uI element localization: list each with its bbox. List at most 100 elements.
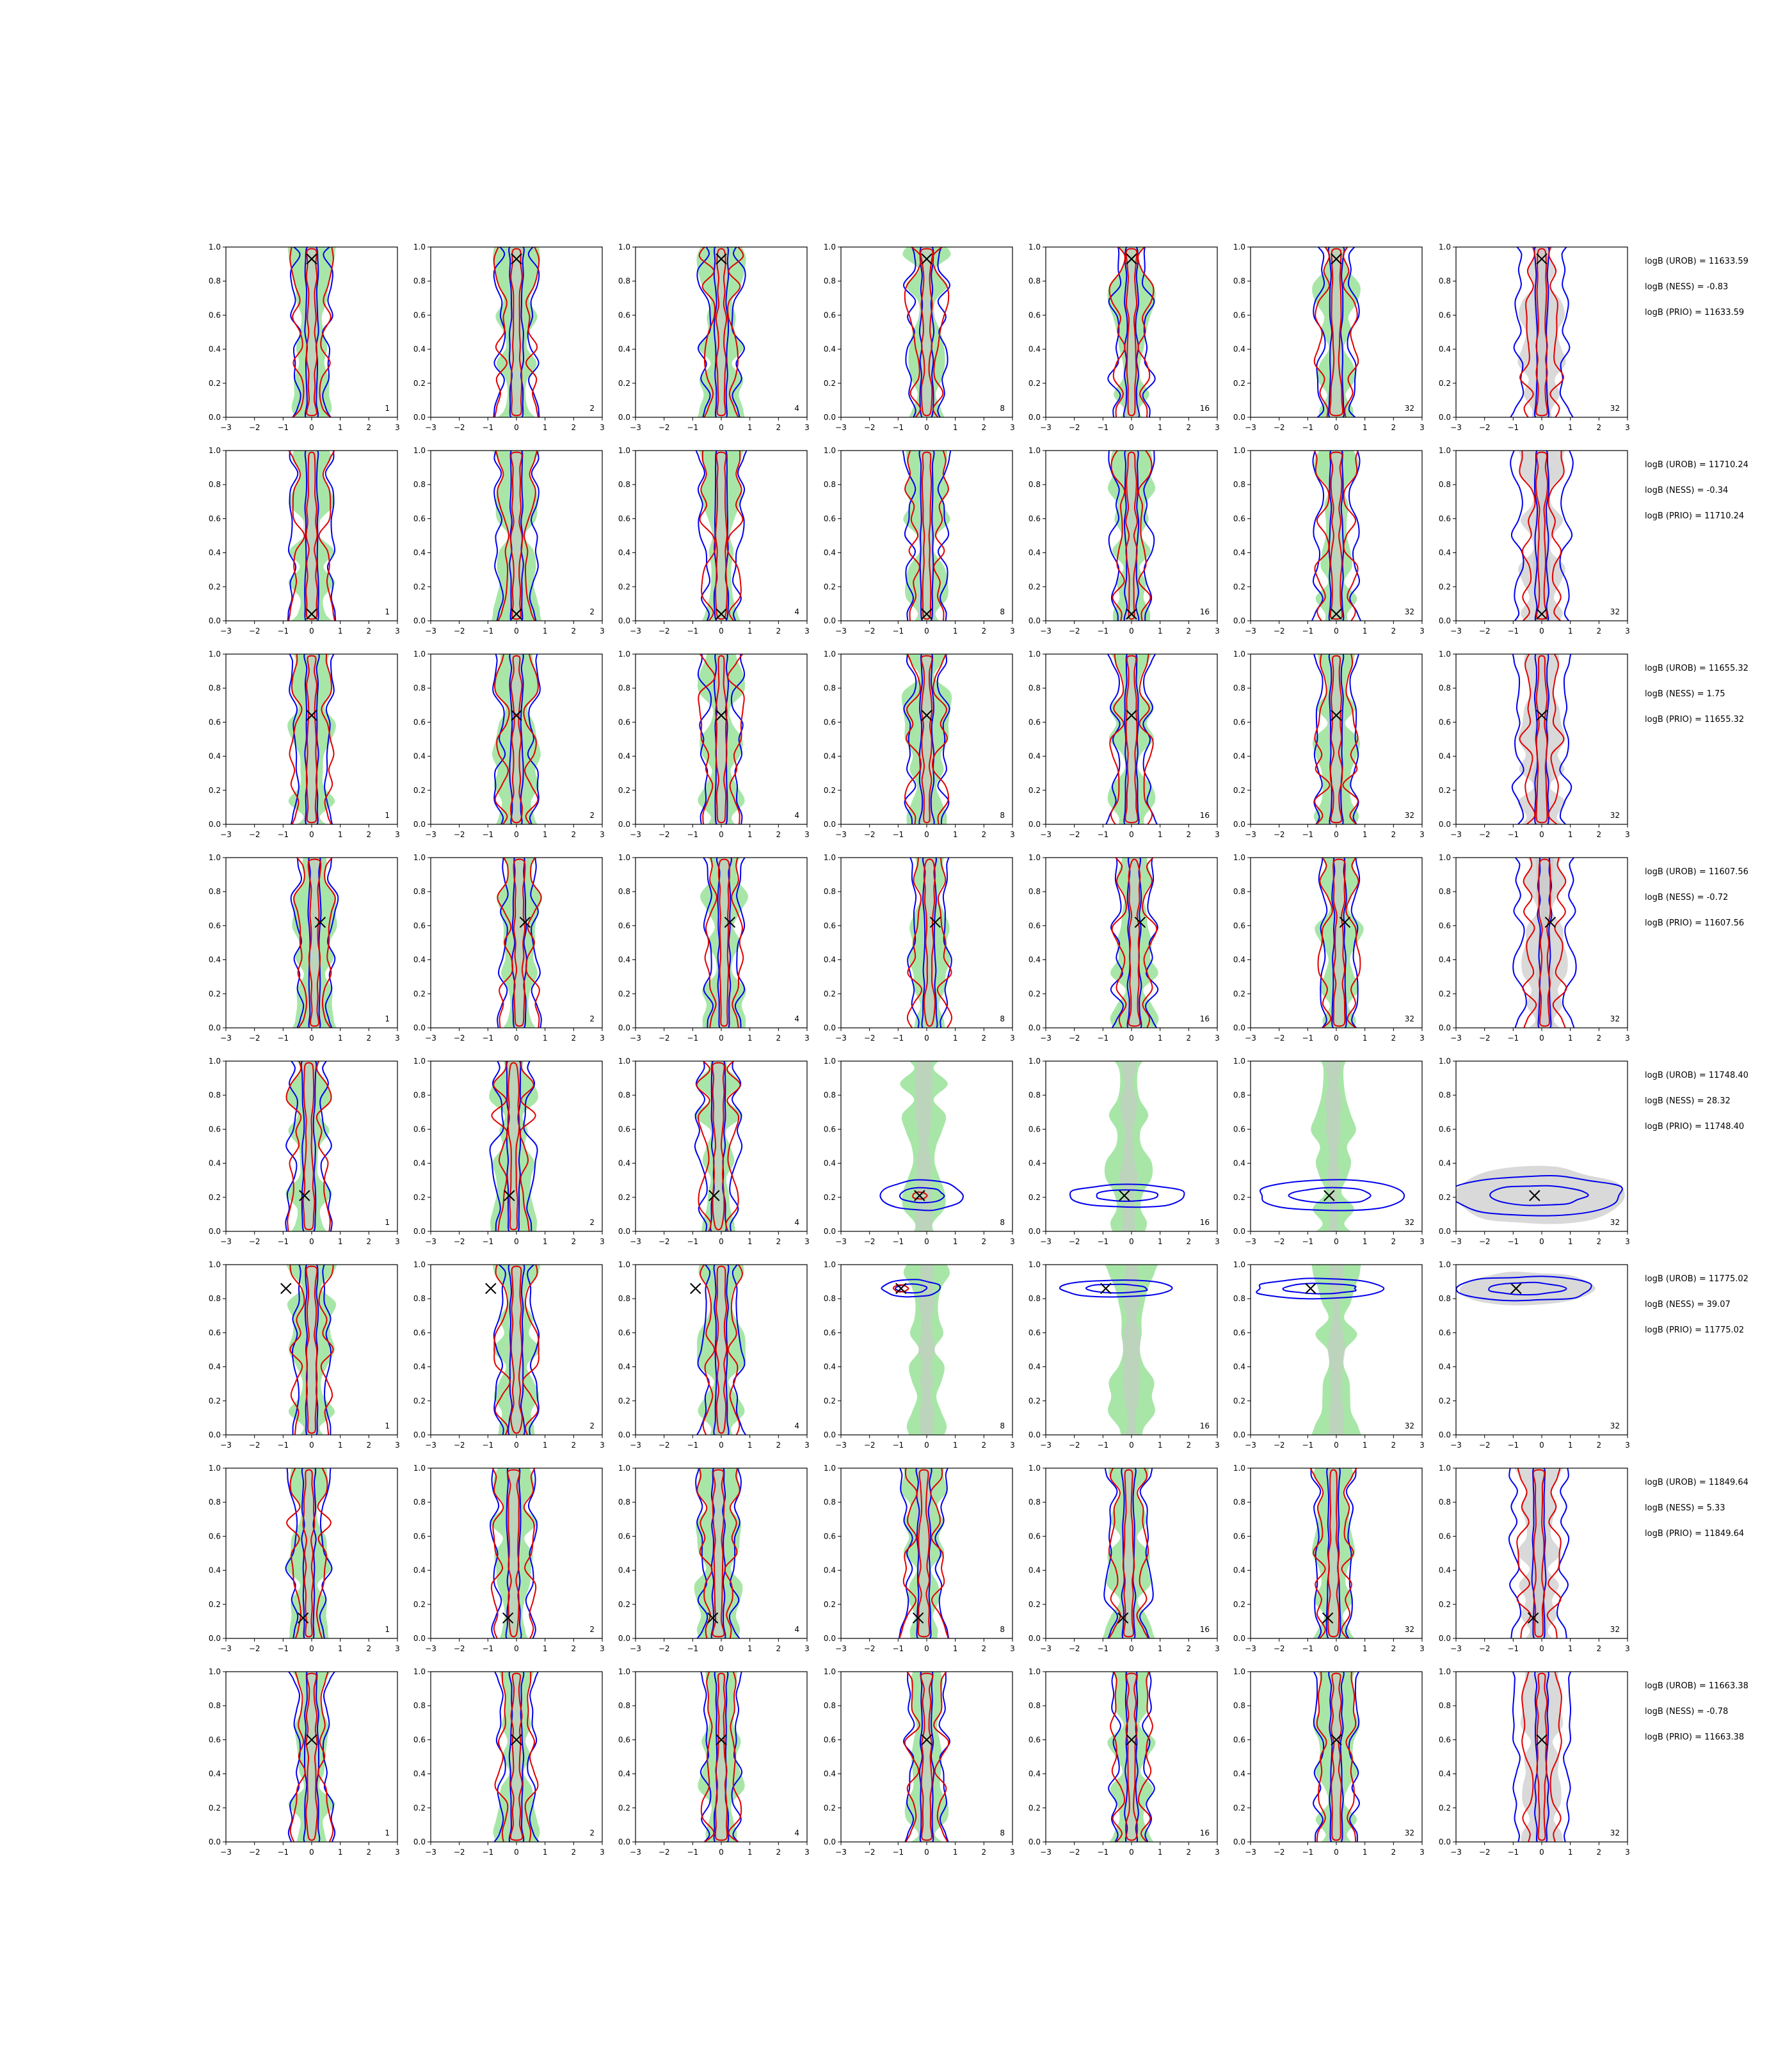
y-tick-label: 0.6 <box>824 717 836 726</box>
y-tick-label: 0.0 <box>209 616 221 625</box>
x-tick-label: −3 <box>835 1237 847 1246</box>
true-value-marker <box>707 1612 719 1624</box>
y-tick-label: 0.6 <box>209 514 221 523</box>
x-tick-label: 3 <box>1420 627 1425 636</box>
blue-contour-outer <box>898 1468 950 1638</box>
y-tick-label: 0.0 <box>618 1634 630 1643</box>
panel-r6-c2: −3 −2 −1 0 1 2 3 0.0 0.2 0.4 0.6 0.8 1.0 2 <box>413 1260 605 1450</box>
x-tick-label: 0 <box>309 1644 314 1653</box>
red-contour-outer <box>1110 451 1153 621</box>
y-tick-label: 0.2 <box>824 786 836 795</box>
x-tick-label: 0 <box>1129 1441 1134 1450</box>
x-tick-label: 3 <box>804 1237 810 1246</box>
x-tick-label: −1 <box>482 627 493 636</box>
y-tick-label: 0.6 <box>1028 717 1041 726</box>
density-fill-inner <box>1122 1265 1141 1435</box>
panel-r5-c1: −3 −2 −1 0 1 2 3 0.0 0.2 0.4 0.6 0.8 1.0 1 <box>209 1057 400 1246</box>
red-contour-inner <box>510 451 523 620</box>
x-tick-label: −1 <box>482 1848 493 1857</box>
x-tick-label: −2 <box>1069 1644 1080 1653</box>
x-tick-label: −2 <box>1274 1441 1285 1450</box>
x-tick-label: 3 <box>1625 1848 1630 1857</box>
panel-r8-c7: −3 −2 −1 0 1 2 3 0.0 0.2 0.4 0.6 0.8 1.0 32 <box>1439 1667 1630 1857</box>
x-tick-label: −3 <box>1245 423 1256 432</box>
red-contour-inner <box>715 451 728 620</box>
row-5-logb-prio-text: logB (PRIO) = 11748.40 <box>1645 1122 1744 1132</box>
x-tick-label: 1 <box>338 1848 343 1857</box>
red-contour-outer <box>899 1468 949 1638</box>
y-tick-label: 0.6 <box>618 310 630 319</box>
y-tick-label: 1.0 <box>824 1464 836 1473</box>
true-value-marker <box>1339 916 1351 928</box>
y-tick-label: 0.0 <box>413 1023 426 1032</box>
density-fill-inner <box>303 247 321 417</box>
x-tick-label: −2 <box>864 1237 876 1246</box>
x-tick-label: −3 <box>220 1848 232 1857</box>
red-contour-inner <box>513 858 526 1027</box>
x-tick-label: 0 <box>309 627 314 636</box>
x-tick-label: −2 <box>454 1441 465 1450</box>
red-contour-outer <box>1110 1672 1153 1842</box>
red-contour-outer <box>491 1061 536 1231</box>
panel-corner-label: 32 <box>1610 1828 1620 1837</box>
x-tick-label: 0 <box>1539 1644 1544 1653</box>
red-contour-inner <box>307 858 322 1027</box>
red-contour-outer <box>1109 654 1154 824</box>
red-contour-outer <box>1316 1672 1357 1842</box>
red-contour-inner <box>921 451 932 620</box>
y-tick-label: 0.2 <box>1233 1600 1245 1609</box>
x-tick-label: 2 <box>776 830 781 839</box>
x-tick-label: −2 <box>864 627 876 636</box>
blue-contour-inner <box>509 451 524 621</box>
y-tick-label: 0.4 <box>209 1159 221 1168</box>
y-tick-label: 0.0 <box>618 1430 630 1439</box>
red-contour-outer <box>1521 1672 1562 1842</box>
y-tick-label: 0.4 <box>1233 1770 1245 1779</box>
y-tick-label: 0.6 <box>1439 310 1451 319</box>
x-tick-label: −1 <box>892 1034 904 1043</box>
x-tick-label: 2 <box>1597 423 1602 432</box>
x-tick-label: 0 <box>719 627 724 636</box>
panel-corner-label: 4 <box>794 1014 799 1023</box>
x-tick-label: −1 <box>687 1848 698 1857</box>
y-tick-label: 0.0 <box>1028 616 1041 625</box>
true-value-marker <box>511 253 522 265</box>
x-tick-label: 3 <box>1420 1034 1425 1043</box>
red-contour-outer <box>289 1265 334 1435</box>
y-tick-label: 0.4 <box>413 1363 426 1372</box>
x-tick-label: 2 <box>776 1644 781 1653</box>
x-tick-label: 0 <box>719 1237 724 1246</box>
x-tick-label: 2 <box>367 830 372 839</box>
x-tick-label: 1 <box>1568 1644 1573 1653</box>
y-tick-label: 0.0 <box>209 1430 221 1439</box>
x-tick-label: 0 <box>1539 627 1544 636</box>
y-tick-label: 1.0 <box>1439 446 1451 455</box>
y-tick-label: 0.0 <box>209 820 221 829</box>
true-value-marker <box>504 1190 515 1201</box>
x-tick-label: −1 <box>1097 423 1108 432</box>
x-tick-label: 0 <box>1129 1237 1134 1246</box>
row-8-logb-ness-text: logB (NESS) = -0.78 <box>1645 1707 1728 1716</box>
x-tick-label: 0 <box>1334 1034 1339 1043</box>
row-3-logb-ness-text: logB (NESS) = 1.75 <box>1645 689 1725 699</box>
x-tick-label: 0 <box>309 1034 314 1043</box>
panel-corner-label: 4 <box>794 404 799 413</box>
y-tick-label: 0.4 <box>618 752 630 761</box>
blue-contour-inner <box>710 1468 726 1638</box>
x-tick-label: 1 <box>1158 423 1163 432</box>
x-tick-label: 3 <box>804 1644 810 1653</box>
y-tick-label: 0.0 <box>413 413 426 422</box>
x-tick-label: −2 <box>659 1237 670 1246</box>
x-tick-label: 3 <box>804 1034 810 1043</box>
y-tick-label: 0.8 <box>413 1294 426 1303</box>
y-tick-label: 1.0 <box>413 1464 426 1473</box>
y-tick-label: 0.8 <box>1439 1294 1451 1303</box>
y-tick-label: 0.0 <box>824 1837 836 1846</box>
y-tick-label: 0.8 <box>824 1498 836 1507</box>
y-tick-label: 1.0 <box>1233 243 1245 252</box>
x-tick-label: 0 <box>1129 627 1134 636</box>
y-tick-label: 1.0 <box>618 1260 630 1269</box>
y-tick-label: 0.2 <box>1028 582 1041 591</box>
y-tick-label: 0.8 <box>1028 684 1041 692</box>
y-tick-label: 0.2 <box>1233 379 1245 388</box>
